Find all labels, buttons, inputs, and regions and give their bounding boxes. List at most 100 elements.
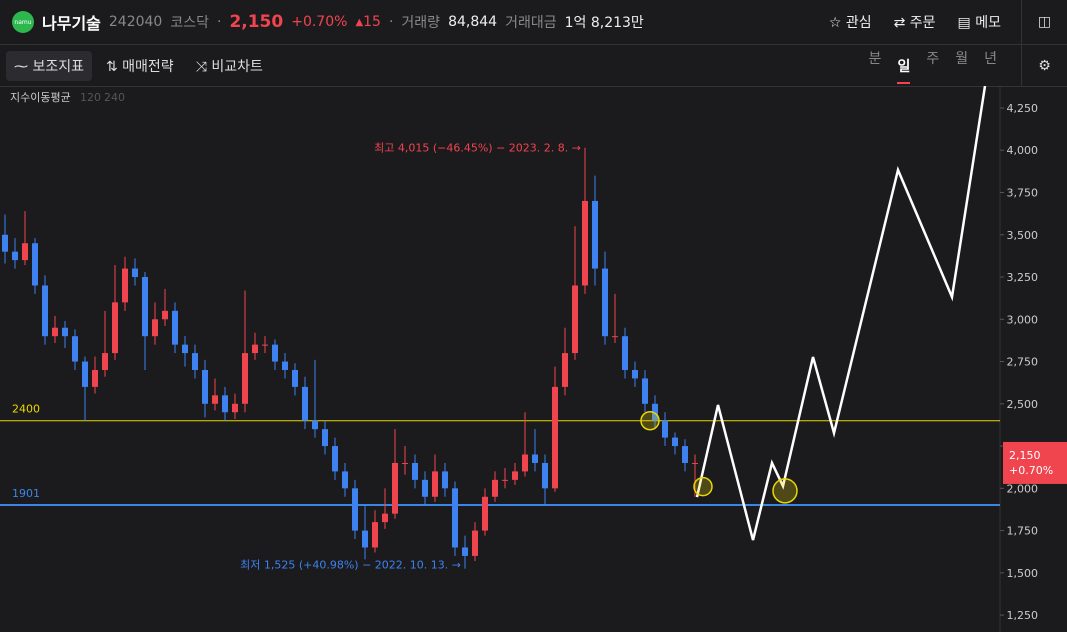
candle-body bbox=[382, 513, 388, 523]
tool-label: 비교차트 bbox=[211, 58, 263, 75]
candle-body bbox=[652, 403, 658, 421]
price: 2,150 bbox=[229, 12, 284, 32]
candle-body bbox=[172, 310, 178, 345]
candle-body bbox=[412, 462, 418, 480]
price-tag bbox=[1003, 441, 1067, 484]
stock-name[interactable]: 나무기술 bbox=[42, 14, 101, 33]
annotation: 최저 1,525 (+40.98%) − 2022. 10. 13. → bbox=[240, 559, 461, 572]
candle-body bbox=[72, 336, 78, 362]
button-label: 메모 bbox=[975, 15, 1001, 31]
candle-body bbox=[522, 454, 528, 472]
candle-body bbox=[42, 285, 48, 337]
candle-body bbox=[202, 369, 208, 404]
period[interactable]: 일 bbox=[897, 56, 911, 84]
tool-label: 보조지표 bbox=[32, 58, 84, 75]
highlight-circle bbox=[693, 476, 713, 497]
candle-body bbox=[592, 200, 598, 269]
amount-label: 거래대금 bbox=[505, 15, 557, 31]
candle-body bbox=[292, 369, 298, 387]
candle-body bbox=[612, 336, 618, 338]
candle-body bbox=[52, 327, 58, 337]
y-tick-label: 1,500 bbox=[1007, 567, 1039, 580]
button[interactable]: ▤ 메모 bbox=[957, 15, 1001, 31]
candle-body bbox=[122, 268, 128, 303]
y-tick-label: 3,000 bbox=[1007, 313, 1039, 326]
candle-body bbox=[582, 200, 588, 286]
candle-body bbox=[132, 268, 138, 278]
trend-drawing bbox=[695, 86, 987, 541]
volume-label: 거래량 bbox=[401, 15, 441, 31]
period[interactable]: 월 bbox=[955, 50, 969, 67]
candle-body bbox=[432, 471, 438, 497]
candle-body bbox=[142, 277, 148, 337]
change-pct: +0.70% bbox=[291, 14, 348, 30]
period[interactable]: 주 bbox=[926, 50, 940, 67]
candle-body bbox=[372, 522, 378, 548]
y-tick-label: 1,750 bbox=[1007, 525, 1039, 538]
y-tick-label: 3,250 bbox=[1007, 271, 1039, 284]
candle-body bbox=[102, 353, 108, 370]
candle-body bbox=[62, 327, 68, 337]
candle-body bbox=[22, 243, 28, 261]
highlight-circle bbox=[772, 478, 798, 504]
change: 15 bbox=[363, 14, 381, 30]
candle-body bbox=[602, 268, 608, 337]
candle-body bbox=[222, 395, 228, 413]
candle-body bbox=[182, 344, 188, 354]
tool[interactable]: ⤨ 비교차트 bbox=[195, 58, 263, 75]
candle-body bbox=[232, 403, 238, 413]
y-tick-label: 3,750 bbox=[1007, 186, 1039, 199]
button[interactable]: ⇄ 주문 bbox=[893, 15, 936, 31]
code: 242040 bbox=[108, 14, 163, 30]
candle-body bbox=[462, 547, 468, 556]
sep: · bbox=[388, 14, 394, 30]
candle-body bbox=[162, 310, 168, 320]
candle-body bbox=[192, 353, 198, 370]
indicator-param: 120 bbox=[80, 91, 101, 104]
candle-body bbox=[342, 471, 348, 489]
button[interactable]: ☆ 관심 bbox=[828, 15, 872, 31]
panel-toggle[interactable]: ◫ bbox=[1021, 0, 1067, 44]
y-tick-label: 3,500 bbox=[1007, 229, 1039, 242]
candle-body bbox=[82, 361, 88, 387]
period[interactable]: 분 bbox=[868, 50, 882, 67]
candle-body bbox=[362, 530, 368, 548]
button-label: 관심 bbox=[845, 15, 872, 31]
candle-body bbox=[422, 479, 428, 497]
amount: 1억 8,213만 bbox=[564, 15, 644, 31]
candle-body bbox=[622, 336, 628, 370]
candle-body bbox=[442, 471, 448, 489]
y-tick-label: 2,750 bbox=[1007, 356, 1039, 369]
y-tick-label: 2,500 bbox=[1007, 398, 1039, 411]
candle-body bbox=[492, 479, 498, 497]
tool-label: 매매전략 bbox=[122, 58, 174, 75]
candle-body bbox=[322, 429, 328, 447]
candle-body bbox=[242, 353, 248, 404]
horizontal-line-label: 1901 bbox=[12, 487, 40, 500]
candle-body bbox=[12, 251, 18, 261]
market: 코스닥 bbox=[170, 15, 209, 31]
settings[interactable]: ⚙ bbox=[1021, 45, 1067, 86]
candle-body bbox=[512, 471, 518, 480]
candle-body bbox=[452, 488, 458, 548]
y-tick-label: 1,250 bbox=[1007, 609, 1039, 622]
y-tick-label: 2,000 bbox=[1007, 482, 1039, 495]
candle-body bbox=[352, 488, 358, 531]
candle-body bbox=[672, 437, 678, 447]
candle-body bbox=[482, 496, 488, 531]
candle-body bbox=[682, 446, 688, 463]
candle-body bbox=[262, 344, 268, 346]
logo: namu bbox=[12, 11, 34, 33]
candle-body bbox=[272, 344, 278, 362]
candle-body bbox=[502, 479, 508, 481]
candle-body bbox=[332, 446, 338, 472]
annotation: 최고 4,015 (−46.45%) − 2023. 2. 8. → bbox=[374, 142, 581, 155]
tool[interactable]: ⇅ 매매전략 bbox=[105, 58, 174, 75]
candle-body bbox=[562, 353, 568, 387]
tool[interactable]: ⁓ 보조지표 bbox=[6, 50, 92, 81]
candle-body bbox=[152, 319, 158, 337]
period[interactable]: 년 bbox=[984, 50, 997, 67]
up-arrow: ▲ bbox=[355, 16, 364, 28]
